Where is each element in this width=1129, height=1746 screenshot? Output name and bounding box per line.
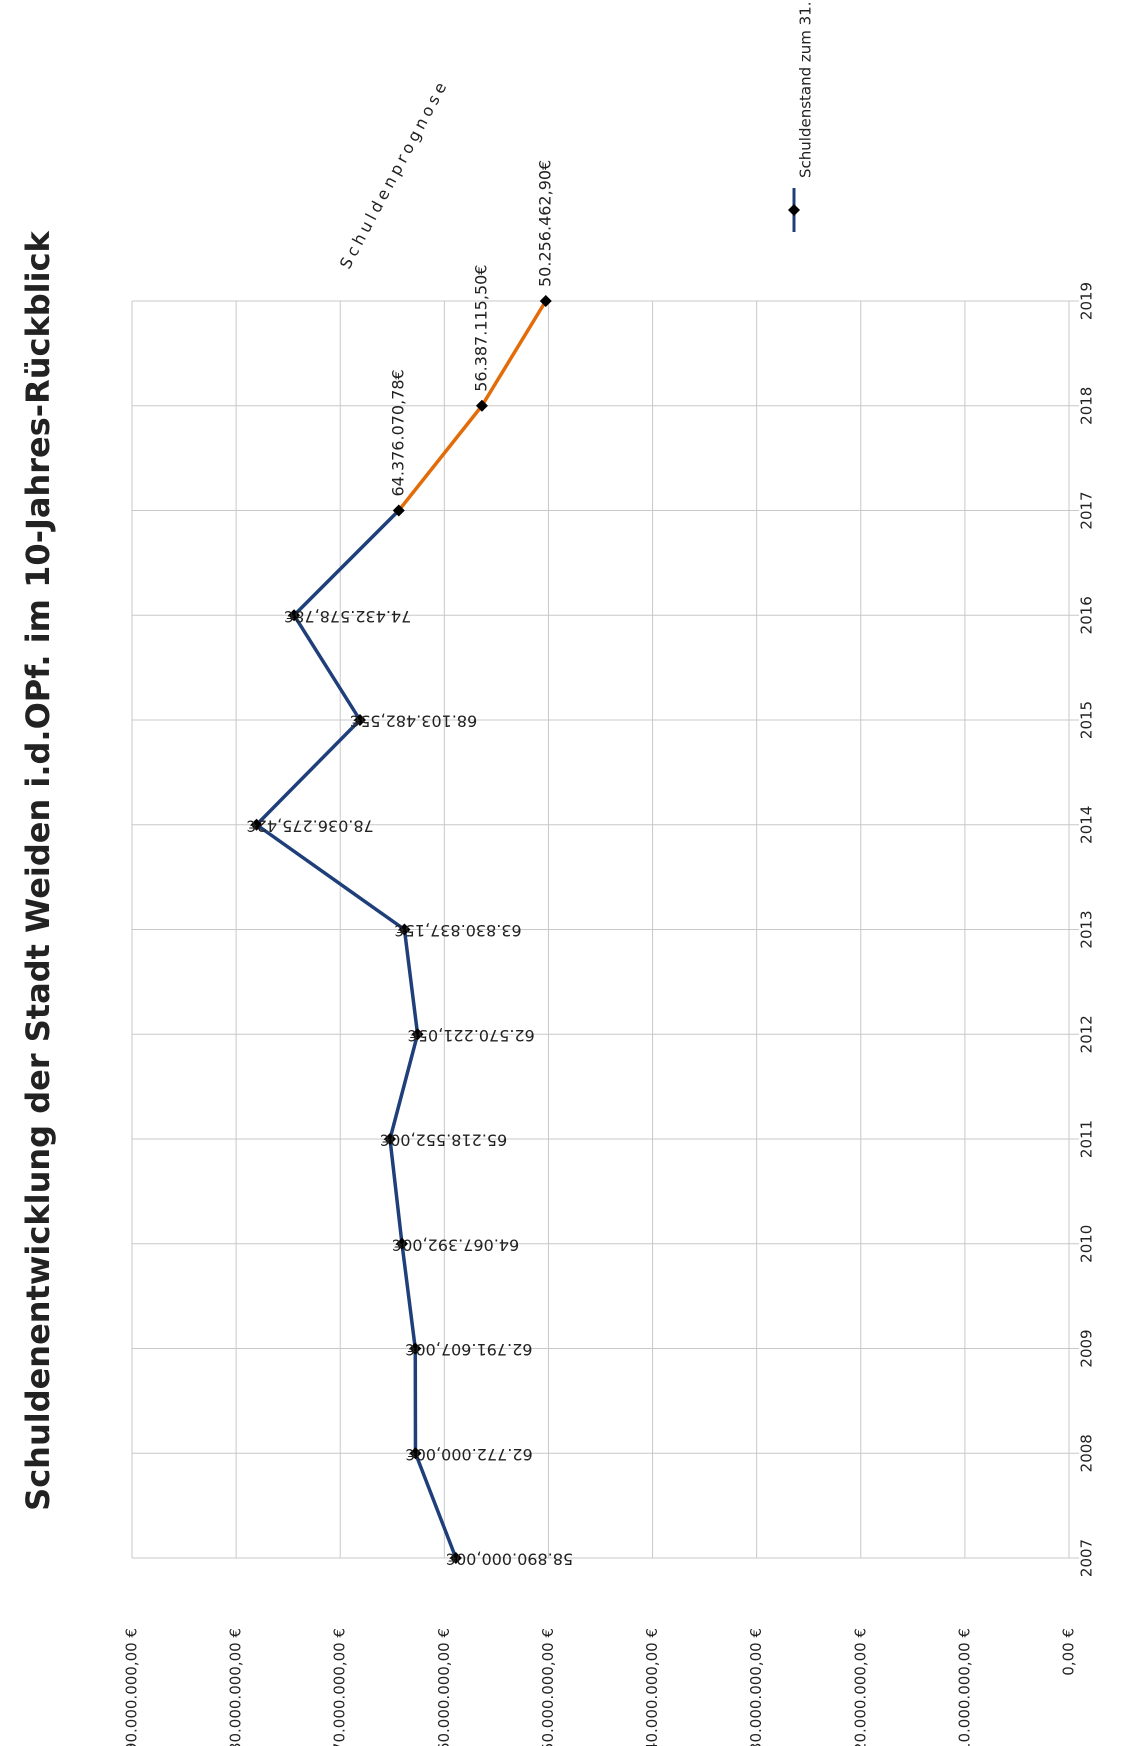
x-tick-label: 2019: [1078, 282, 1096, 320]
data-label: 65.218.552,00€: [380, 1131, 507, 1150]
data-label: 62.791.607,00€: [405, 1340, 532, 1359]
x-tick-label: 2017: [1078, 491, 1096, 529]
x-tick-label: 2012: [1078, 1015, 1096, 1053]
marker: [250, 818, 263, 831]
y-tick-label: 60.000.000,00 €: [435, 1628, 453, 1746]
x-tick-label: 2015: [1078, 701, 1096, 739]
marker: [409, 1342, 422, 1355]
data-label: 62.772.000,00€: [405, 1445, 532, 1464]
y-tick-label: 50.000.000,00 €: [539, 1628, 557, 1746]
x-tick-label: 2013: [1078, 910, 1096, 948]
data-label: 64.067.392,00€: [392, 1235, 519, 1254]
annotation: Schuldenprognose: [336, 76, 452, 272]
data-label: 68.103.482,55€: [350, 712, 477, 731]
marker: [392, 504, 405, 517]
marker: [475, 399, 488, 412]
data-label: 62.570.221,05€: [408, 1026, 535, 1045]
y-tick-label: 40.000.000,00 €: [643, 1628, 661, 1746]
x-tick-label: 2009: [1078, 1329, 1096, 1367]
marker: [353, 714, 366, 726]
marker: [398, 923, 411, 936]
x-tick-label: 2008: [1078, 1434, 1096, 1472]
marker: [539, 295, 552, 307]
x-tick-label: 2018: [1078, 387, 1096, 425]
marker: [449, 1552, 462, 1564]
y-tick-label: 20.000.000,00 €: [851, 1628, 869, 1746]
marker: [409, 1447, 422, 1460]
legend-marker: [788, 204, 800, 216]
marker: [395, 1237, 408, 1250]
y-tick-label: 0,00 €: [1060, 1628, 1078, 1676]
y-tick-label: 10.000.000,00 €: [955, 1628, 973, 1746]
y-tick-label: 90.000.000,00 €: [123, 1628, 141, 1746]
data-label: 64.376.070,78€: [388, 369, 407, 496]
marker: [411, 1028, 424, 1041]
data-label: 74.432.578,78€: [284, 607, 411, 626]
data-label: 63.830.837,15€: [394, 921, 521, 940]
marker: [288, 609, 301, 622]
marker: [384, 1133, 397, 1145]
x-tick-label: 2014: [1078, 806, 1096, 844]
x-tick-label: 2007: [1078, 1539, 1096, 1577]
data-label: 78.036.275,42€: [247, 816, 374, 835]
data-label: 58.890.000,00€: [446, 1550, 573, 1569]
legend-label: Schuldenstand zum 31.12.: [797, 0, 815, 178]
y-tick-label: 70.000.000,00 €: [331, 1628, 349, 1746]
x-tick-label: 2016: [1078, 596, 1096, 634]
data-label: 50.256.462,90€: [535, 160, 554, 287]
x-tick-label: 2011: [1078, 1120, 1096, 1158]
y-tick-label: 30.000.000,00 €: [747, 1628, 765, 1746]
x-tick-label: 2010: [1078, 1225, 1096, 1263]
data-label: 56.387.115,50€: [471, 265, 490, 392]
chart-title: Schuldenentwicklung der Stadt Weiden i.d…: [19, 230, 57, 1510]
y-tick-label: 80.000.000,00 €: [227, 1628, 245, 1746]
